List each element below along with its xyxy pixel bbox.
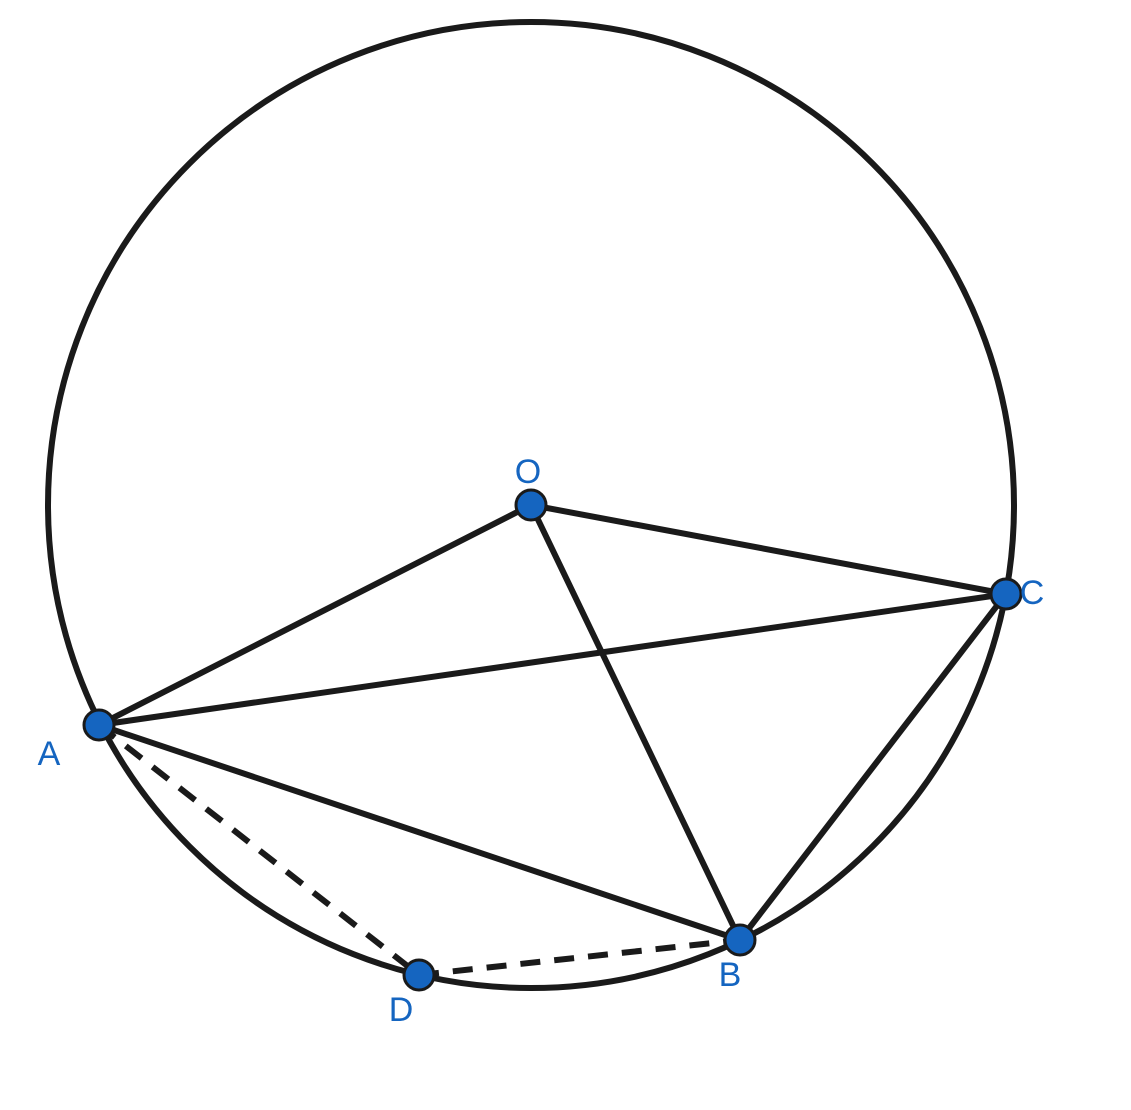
label-D: D: [389, 991, 414, 1029]
label-B: B: [719, 956, 742, 994]
geometry-diagram: O A B C D: [0, 0, 1131, 1110]
segment-AC: [99, 594, 1006, 725]
label-C: C: [1020, 574, 1045, 612]
point-D: [404, 960, 434, 990]
label-A: A: [38, 735, 61, 773]
segment-AB: [99, 725, 740, 940]
label-O: O: [515, 453, 541, 491]
segment-BC: [740, 594, 1006, 940]
point-A: [84, 710, 114, 740]
segment-OB: [531, 505, 740, 940]
point-O: [516, 490, 546, 520]
segment-OC: [531, 505, 1006, 594]
point-C: [991, 579, 1021, 609]
segment-AD: [99, 725, 419, 975]
point-B: [725, 925, 755, 955]
